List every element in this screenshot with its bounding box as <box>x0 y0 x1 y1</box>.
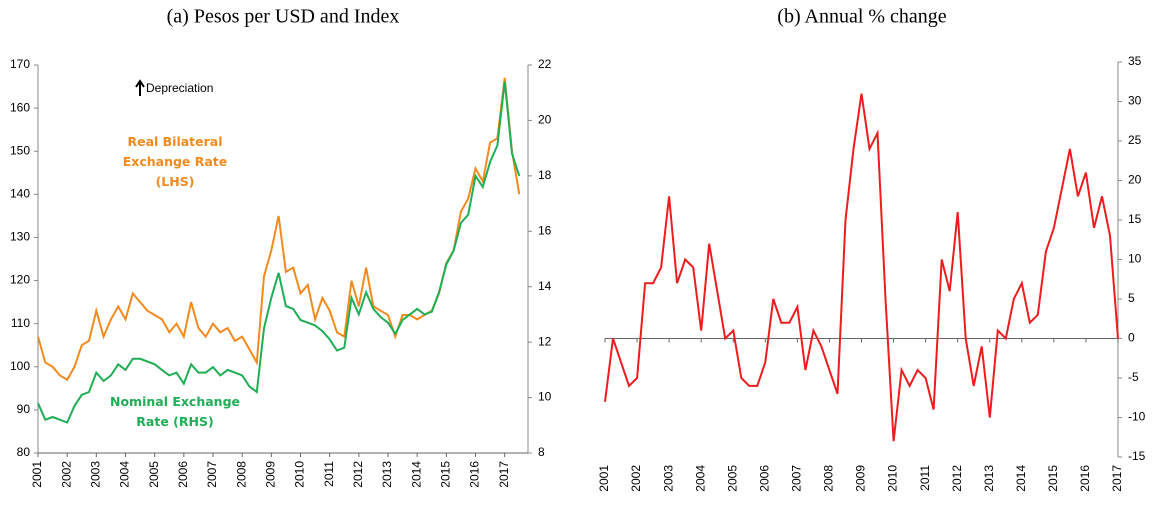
x-tick-label: 2015 <box>439 461 453 488</box>
y-tick-label: 0 <box>1128 331 1135 345</box>
x-tick-label: 2016 <box>468 461 482 488</box>
y2-tick-label: 22 <box>538 57 552 71</box>
x-tick-label: 2009 <box>264 461 278 488</box>
annotation: Depreciation <box>146 81 213 95</box>
panel-title: (a) Pesos per USD and Index <box>167 6 400 28</box>
panel-title: (b) Annual % change <box>777 6 947 28</box>
y2-tick-label: 18 <box>538 168 552 182</box>
x-tick-label: 2010 <box>293 461 307 488</box>
x-tick-label: 2006 <box>176 461 190 488</box>
y-tick-label: 5 <box>1128 291 1135 305</box>
x-tick-label: 2014 <box>409 461 423 488</box>
annotation-arrow <box>135 79 145 96</box>
y-tick-label: -15 <box>1128 449 1146 463</box>
x-tick-label: 2006 <box>757 465 771 492</box>
x-tick-label: 2005 <box>725 465 739 492</box>
x-tick-label: 2004 <box>118 461 132 488</box>
x-tick-label: 2017 <box>1110 465 1124 492</box>
x-tick-label: 2010 <box>886 465 900 492</box>
x-tick-label: 2011 <box>322 461 336 487</box>
y-tick-label: 30 <box>1128 94 1142 108</box>
y-tick-label: 20 <box>1128 173 1142 187</box>
x-tick-label: 2007 <box>790 465 804 492</box>
y2-tick-label: 8 <box>538 445 545 459</box>
y-tick-label: 25 <box>1128 133 1142 147</box>
data-line <box>37 81 521 424</box>
x-tick-label: 2004 <box>693 465 707 492</box>
x-tick-label: 2001 <box>30 461 44 488</box>
x-tick-label: 2011 <box>918 465 932 491</box>
series-label: Real Bilateral Exchange Rate (LHS) <box>122 134 228 189</box>
x-tick-label: 2012 <box>950 465 964 492</box>
y-tick-label: 90 <box>17 402 31 416</box>
x-tick-label: 2001 <box>597 465 611 492</box>
data-line <box>604 93 1119 442</box>
y-tick-label: 150 <box>10 143 30 157</box>
y2-tick-label: 10 <box>538 390 552 404</box>
y-tick-label: 130 <box>10 230 30 244</box>
x-tick-label: 2005 <box>147 461 161 488</box>
x-tick-label: 2013 <box>982 465 996 492</box>
x-tick-label: 2003 <box>661 465 675 492</box>
y2-tick-label: 16 <box>538 223 552 237</box>
y-tick-label: 80 <box>17 445 31 459</box>
y2-tick-label: 20 <box>538 113 552 127</box>
x-tick-label: 2002 <box>629 465 643 492</box>
x-tick-label: 2003 <box>89 461 103 488</box>
y-tick-label: 160 <box>10 100 30 114</box>
series-label: Nominal Exchange Rate (RHS) <box>110 394 240 429</box>
x-tick-label: 2017 <box>497 461 511 488</box>
x-tick-label: 2008 <box>822 465 836 492</box>
x-tick-label: 2015 <box>1046 465 1060 492</box>
y2-tick-label: 12 <box>538 334 552 348</box>
x-tick-label: 2013 <box>380 461 394 488</box>
x-tick-label: 2014 <box>1014 465 1028 492</box>
y-tick-label: 15 <box>1128 212 1142 226</box>
y-tick-label: -10 <box>1128 410 1146 424</box>
x-tick-label: 2007 <box>205 461 219 488</box>
y-tick-label: 100 <box>10 359 30 373</box>
y-tick-label: 35 <box>1128 54 1142 68</box>
x-tick-label: 2002 <box>59 461 73 488</box>
y2-tick-label: 14 <box>538 279 552 293</box>
y-tick-label: 140 <box>10 187 30 201</box>
x-tick-label: 2012 <box>351 461 365 488</box>
x-tick-label: 2016 <box>1078 465 1092 492</box>
y-tick-label: -5 <box>1128 370 1139 384</box>
x-tick-label: 2009 <box>854 465 868 492</box>
y-tick-label: 120 <box>10 273 30 287</box>
y-tick-label: 110 <box>11 316 30 330</box>
y-tick-label: 10 <box>1128 252 1142 266</box>
y-tick-label: 170 <box>10 57 30 71</box>
data-line <box>37 77 521 382</box>
x-tick-label: 2008 <box>234 461 248 488</box>
